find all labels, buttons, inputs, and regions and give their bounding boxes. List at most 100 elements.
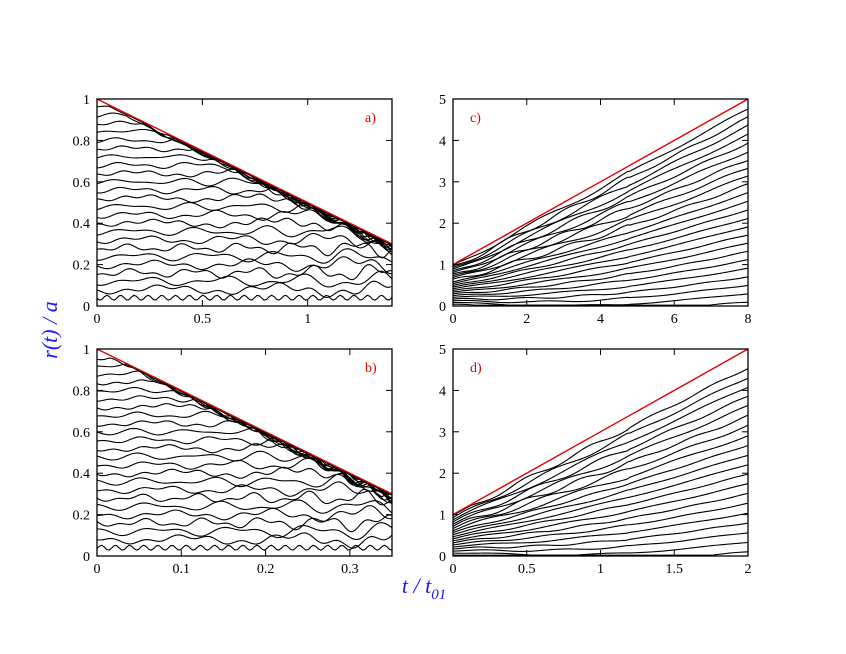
- y-tick-label: 0.8: [73, 134, 91, 149]
- y-tick-label: 2: [439, 217, 446, 232]
- x-axis-title: t / t01: [402, 573, 446, 603]
- boundary-line: [96, 98, 393, 245]
- y-tick-label: 2: [439, 467, 446, 482]
- trajectory-line: [97, 544, 392, 551]
- y-axis-title-tail: a: [37, 301, 62, 312]
- trajectory-line: [97, 225, 392, 246]
- trajectory-line: [97, 201, 392, 246]
- trajectory-line: [453, 234, 748, 292]
- trajectory-line: [97, 280, 392, 298]
- trajectory-line: [453, 473, 748, 540]
- trajectory-line: [453, 522, 748, 550]
- x-tick-label: 1: [597, 562, 604, 577]
- panel-a: 0 0.5 1 0 0.2 0.4 0.6 0.8 1 a): [73, 93, 393, 327]
- x-tick-label: 0.5: [518, 562, 536, 577]
- trajectory-line: [453, 405, 748, 525]
- y-tick-label: 3: [439, 176, 446, 191]
- x-axis-title-main: t: [402, 573, 409, 598]
- trajectory-line: [453, 454, 748, 536]
- y-tick-label: 0.8: [73, 384, 91, 399]
- trajectory-line: [453, 124, 748, 269]
- trajectory-line: [453, 414, 748, 527]
- trajectory-line: [453, 512, 748, 548]
- x-tick-label: 0.3: [341, 562, 359, 577]
- trajectory-line: [97, 270, 392, 288]
- trajectory-line: [453, 267, 748, 298]
- trajectory-line: [97, 248, 392, 264]
- trajectory-line: [453, 242, 748, 293]
- y-tick-label: 3: [439, 426, 446, 441]
- x-tick-label: 2: [745, 562, 752, 577]
- panels: 0 0.5 1 0 0.2 0.4 0.6 0.8 1 a) 0 2 4 6 8 0 1 2 3 4 5 c) 0 0.1 0.…: [73, 93, 752, 577]
- trajectory-line: [97, 499, 392, 514]
- y-axis-title: r(t) / a: [37, 301, 62, 358]
- trajectory-line: [97, 466, 392, 496]
- trajectory-line: [453, 250, 748, 295]
- x-tick-label: 0: [450, 562, 457, 577]
- trajectory-group: [97, 357, 392, 551]
- trajectory-line: [453, 200, 748, 285]
- trajectory-line: [97, 256, 392, 275]
- trajectory-group: [453, 108, 748, 306]
- trajectory-line: [453, 217, 748, 288]
- trajectory-line: [97, 481, 392, 504]
- trajectory-line: [97, 137, 392, 249]
- trajectory-line: [97, 357, 392, 498]
- x-tick-label: 1: [304, 312, 311, 327]
- plot-frame: [96, 348, 393, 557]
- trajectory-line: [453, 226, 748, 290]
- trajectory-line: [97, 232, 392, 250]
- y-axis-title-sep: /: [37, 312, 62, 329]
- trajectory-line: [453, 116, 748, 267]
- y-tick-label: 0: [439, 300, 446, 315]
- y-tick-label: 0.6: [73, 176, 91, 191]
- boundary-line: [452, 348, 749, 516]
- trajectory-line: [97, 403, 392, 496]
- panel-label: a): [365, 111, 376, 126]
- trajectory-line: [453, 368, 748, 516]
- y-tick-label: 1: [83, 93, 90, 108]
- y-tick-label: 0: [439, 550, 446, 565]
- y-tick-label: 1: [83, 343, 90, 358]
- trajectory-line: [97, 395, 392, 496]
- trajectory-line: [453, 445, 748, 534]
- trajectory-line: [453, 395, 748, 523]
- x-tick-label: 4: [597, 312, 604, 327]
- x-tick-label: 8: [745, 312, 752, 327]
- y-tick-label: 0.6: [73, 426, 91, 441]
- trajectory-line: [453, 502, 748, 546]
- plot-frame: [452, 98, 749, 307]
- plot-frame: [96, 98, 393, 307]
- y-tick-label: 4: [439, 134, 446, 149]
- y-tick-label: 0.4: [73, 217, 91, 232]
- panel-b: 0 0.1 0.2 0.3 0 0.2 0.4 0.6 0.8 1 b): [73, 343, 393, 577]
- trajectory-line: [97, 242, 392, 259]
- trajectory-line: [453, 435, 748, 532]
- trajectory-line: [453, 192, 748, 283]
- panel-d: 0 0.5 1 1.5 2 0 1 2 3 4 5 d): [439, 343, 752, 577]
- x-tick-label: 0.1: [173, 562, 191, 577]
- trajectory-line: [97, 105, 392, 246]
- boundary-line: [96, 348, 393, 495]
- y-tick-label: 5: [439, 343, 446, 358]
- trajectory-line: [453, 276, 748, 301]
- trajectory-line: [97, 363, 392, 504]
- y-axis-title-main: r(t): [37, 329, 62, 358]
- y-tick-label: 5: [439, 93, 446, 108]
- trajectory-line: [97, 488, 392, 506]
- x-tick-label: 6: [671, 312, 678, 327]
- trajectory-line: [97, 504, 392, 523]
- trajectory-line: [97, 532, 392, 549]
- y-tick-label: 0.2: [73, 509, 91, 524]
- trajectory-line: [453, 532, 748, 553]
- trajectory-line: [453, 464, 748, 538]
- y-tick-label: 0: [83, 300, 90, 315]
- panel-label: b): [365, 361, 377, 376]
- trajectory-line: [453, 387, 748, 521]
- trajectory-line: [453, 424, 748, 530]
- x-tick-label: 2: [523, 312, 530, 327]
- trajectory-line: [453, 151, 748, 273]
- panel-label: c): [470, 111, 481, 126]
- y-tick-label: 1: [439, 259, 446, 274]
